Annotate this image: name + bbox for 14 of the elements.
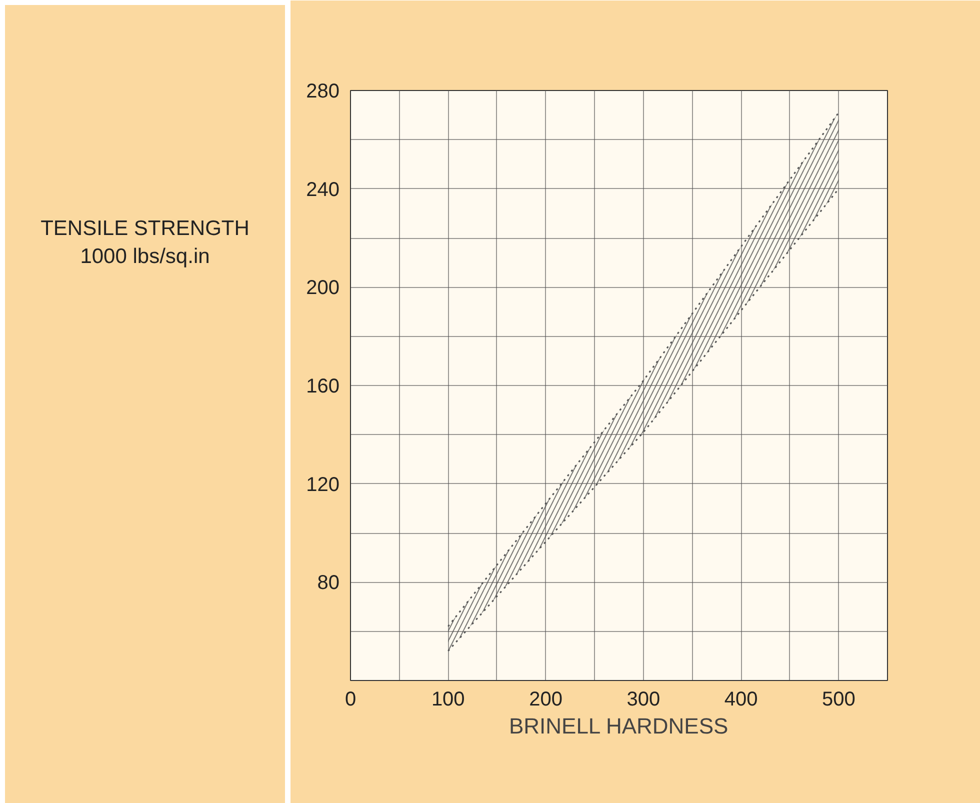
x-tick-label: 400 [724, 688, 758, 710]
y-tick-label: 240 [306, 178, 340, 201]
x-tick-label: 200 [529, 688, 562, 710]
x-tick-label: 100 [431, 688, 465, 710]
y-tick-label: 200 [306, 277, 340, 300]
y-axis-title: TENSILE STRENGTH 1000 lbs/sq.in [40, 216, 250, 270]
y-tick-label: 120 [306, 474, 340, 496]
x-tick-label: 300 [626, 688, 660, 710]
y-tick-label: 280 [306, 80, 340, 102]
x-axis-title: BRINELL HARDNESS [508, 714, 728, 738]
x-tick-label: 0 [344, 688, 356, 710]
x-tick-label: 500 [822, 688, 856, 710]
y-tick-label: 80 [317, 572, 340, 594]
y-tick-label: 160 [306, 376, 340, 398]
